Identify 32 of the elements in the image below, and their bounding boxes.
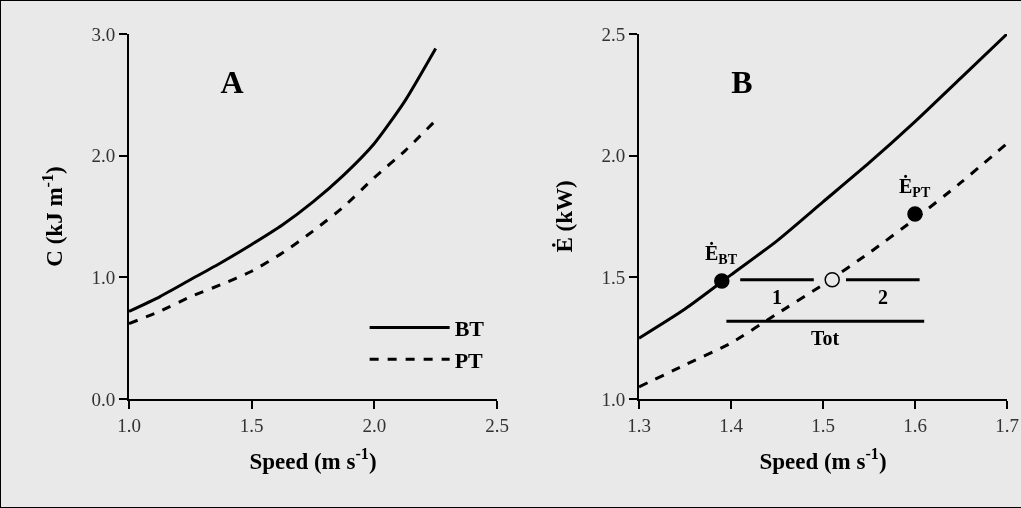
- x-tick-label: 2.0: [362, 414, 387, 436]
- y-tick-label: 1.0: [91, 266, 116, 288]
- annotation: Ė$_{BT}$: [705, 241, 738, 268]
- x-tick-label: 1.4: [719, 414, 744, 436]
- annotation: 1: [772, 286, 782, 308]
- y-tick-label: 1.0: [601, 388, 626, 410]
- y-tick-label: 0.0: [91, 388, 116, 410]
- y-tick-label: 3.0: [91, 23, 116, 45]
- text: A: [220, 64, 244, 101]
- x-tick-label: 1.5: [239, 414, 264, 436]
- annotation: Tot: [811, 327, 840, 349]
- x-tick-label: 1.7: [995, 414, 1019, 436]
- x-axis-title: Speed (m s$^{-1}$): [759, 445, 887, 474]
- y-tick-label: 1.5: [601, 266, 626, 288]
- y-axis-title: Ė (kW): [552, 180, 578, 253]
- x-axis-title: Speed (m s$^{-1}$): [249, 445, 377, 474]
- point: [907, 206, 923, 222]
- x-tick-label: 1.0: [117, 414, 141, 436]
- annotation: Ė$_{PT}$: [899, 174, 931, 201]
- y-tick-label: 2.0: [601, 145, 626, 167]
- legend-label: BT: [454, 316, 485, 342]
- x-tick-label: 1.6: [903, 414, 927, 436]
- x-tick-label: 1.5: [811, 414, 835, 436]
- legend-label: PT: [454, 347, 484, 373]
- y-tick-label: 2.5: [601, 23, 626, 45]
- text: B: [731, 64, 753, 101]
- annotation: 2: [878, 286, 888, 308]
- point: [824, 272, 840, 288]
- point: [714, 273, 730, 289]
- y-tick-label: 2.0: [91, 145, 116, 167]
- x-tick-label: 2.5: [485, 414, 509, 436]
- x-tick-label: 1.3: [627, 414, 651, 436]
